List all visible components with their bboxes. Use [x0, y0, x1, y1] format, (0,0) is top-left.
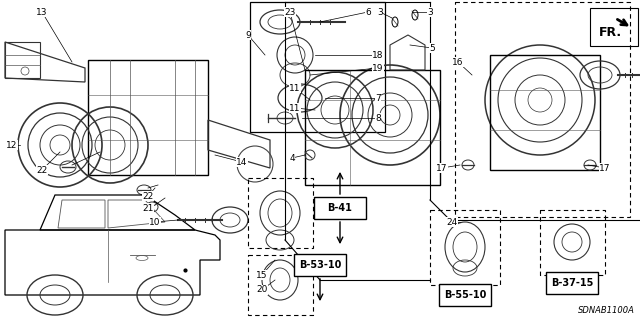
- Text: 9: 9: [245, 30, 251, 39]
- Bar: [5, 42, 40, 78]
- Text: 5: 5: [429, 44, 435, 52]
- Text: 4: 4: [289, 154, 295, 163]
- Text: 18: 18: [372, 51, 384, 60]
- Text: 17: 17: [599, 164, 611, 172]
- Text: 22: 22: [36, 165, 47, 174]
- Bar: [314, 197, 366, 219]
- Text: 24: 24: [446, 218, 458, 227]
- Text: B-55-10: B-55-10: [444, 290, 486, 300]
- Text: 3: 3: [377, 7, 383, 17]
- Text: 11: 11: [289, 103, 301, 113]
- Text: B-41: B-41: [328, 203, 353, 213]
- Text: 14: 14: [236, 157, 248, 166]
- Text: 23: 23: [284, 7, 296, 17]
- Bar: [546, 272, 598, 294]
- Text: 13: 13: [36, 7, 48, 17]
- Text: 21: 21: [142, 204, 154, 212]
- Bar: [294, 254, 346, 276]
- Text: 10: 10: [149, 218, 161, 227]
- Text: 11: 11: [289, 84, 301, 92]
- Bar: [439, 284, 491, 306]
- Text: 19: 19: [372, 63, 384, 73]
- Text: 17: 17: [436, 164, 448, 172]
- Text: 8: 8: [375, 114, 381, 123]
- Text: 15: 15: [256, 270, 268, 279]
- Text: 22: 22: [142, 191, 154, 201]
- Text: 7: 7: [375, 93, 381, 102]
- Text: B-53-10: B-53-10: [299, 260, 341, 270]
- Text: 6: 6: [365, 7, 371, 17]
- Text: B-37-15: B-37-15: [551, 278, 593, 288]
- Text: 16: 16: [452, 58, 464, 67]
- Text: 20: 20: [256, 285, 268, 294]
- Text: 3: 3: [427, 7, 433, 17]
- Text: FR.: FR.: [598, 26, 621, 38]
- Text: SDNAB1100A: SDNAB1100A: [578, 306, 635, 315]
- Text: 12: 12: [6, 140, 18, 149]
